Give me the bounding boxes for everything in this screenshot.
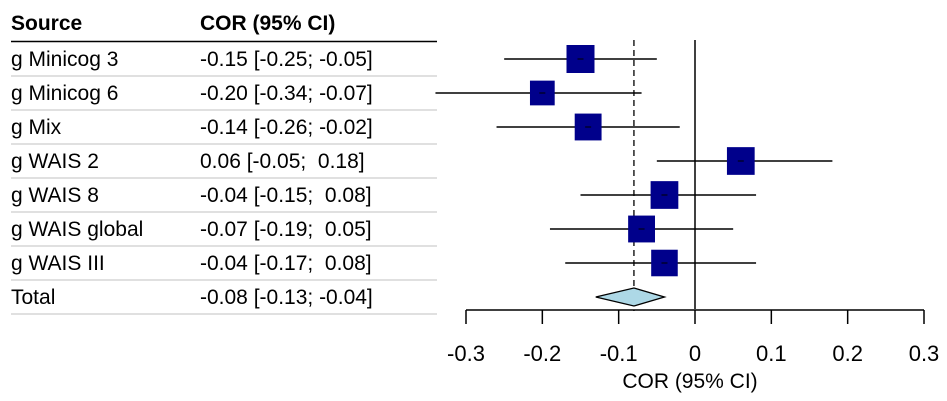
x-tick-label: 0.3 (909, 341, 940, 366)
study-rows: g Minicog 3 -0.15 [-0.25; -0.05] g Minicog… (11, 48, 437, 315)
study-ci-text: -0.14 [-0.26; -0.02] (200, 116, 373, 139)
study-ci-text: 0.06 [-0.05; 0.18] (200, 150, 365, 173)
study-label: g WAIS III (11, 252, 105, 275)
study-label: g WAIS 2 (11, 150, 99, 173)
total-ci-text: -0.08 [-0.13; -0.04] (200, 286, 373, 309)
study-ci-text: -0.07 [-0.19; 0.05] (200, 218, 372, 241)
plot-area (435, 40, 833, 311)
study-label: g WAIS 8 (11, 184, 99, 207)
study-label: g Minicog 6 (11, 82, 118, 105)
x-tick-label: -0.2 (523, 341, 561, 366)
total-label: Total (11, 286, 55, 309)
study-ci-text: -0.04 [-0.17; 0.08] (200, 252, 372, 275)
x-tick-label: 0.2 (832, 341, 863, 366)
x-tick-label: -0.1 (600, 341, 638, 366)
x-tick-label: 0.1 (756, 341, 787, 366)
study-label: g Minicog 3 (11, 48, 118, 71)
x-tick-label: -0.3 (447, 341, 485, 366)
study-ci-text: -0.20 [-0.34; -0.07] (200, 82, 373, 105)
study-label: g WAIS global (11, 218, 143, 241)
x-tick-label: 0 (689, 341, 701, 366)
header-estimate: COR (95% CI) (200, 12, 335, 35)
x-axis: -0.3 -0.2 -0.1 0 0.1 0.2 0.3 (447, 309, 940, 366)
summary-diamond (595, 287, 667, 307)
x-axis-label: COR (95% CI) (622, 370, 757, 393)
study-label: g Mix (11, 116, 62, 139)
header-source: Source (11, 12, 82, 35)
study-ci-text: -0.15 [-0.25; -0.05] (200, 48, 373, 71)
study-ci-text: -0.04 [-0.15; 0.08] (200, 184, 372, 207)
